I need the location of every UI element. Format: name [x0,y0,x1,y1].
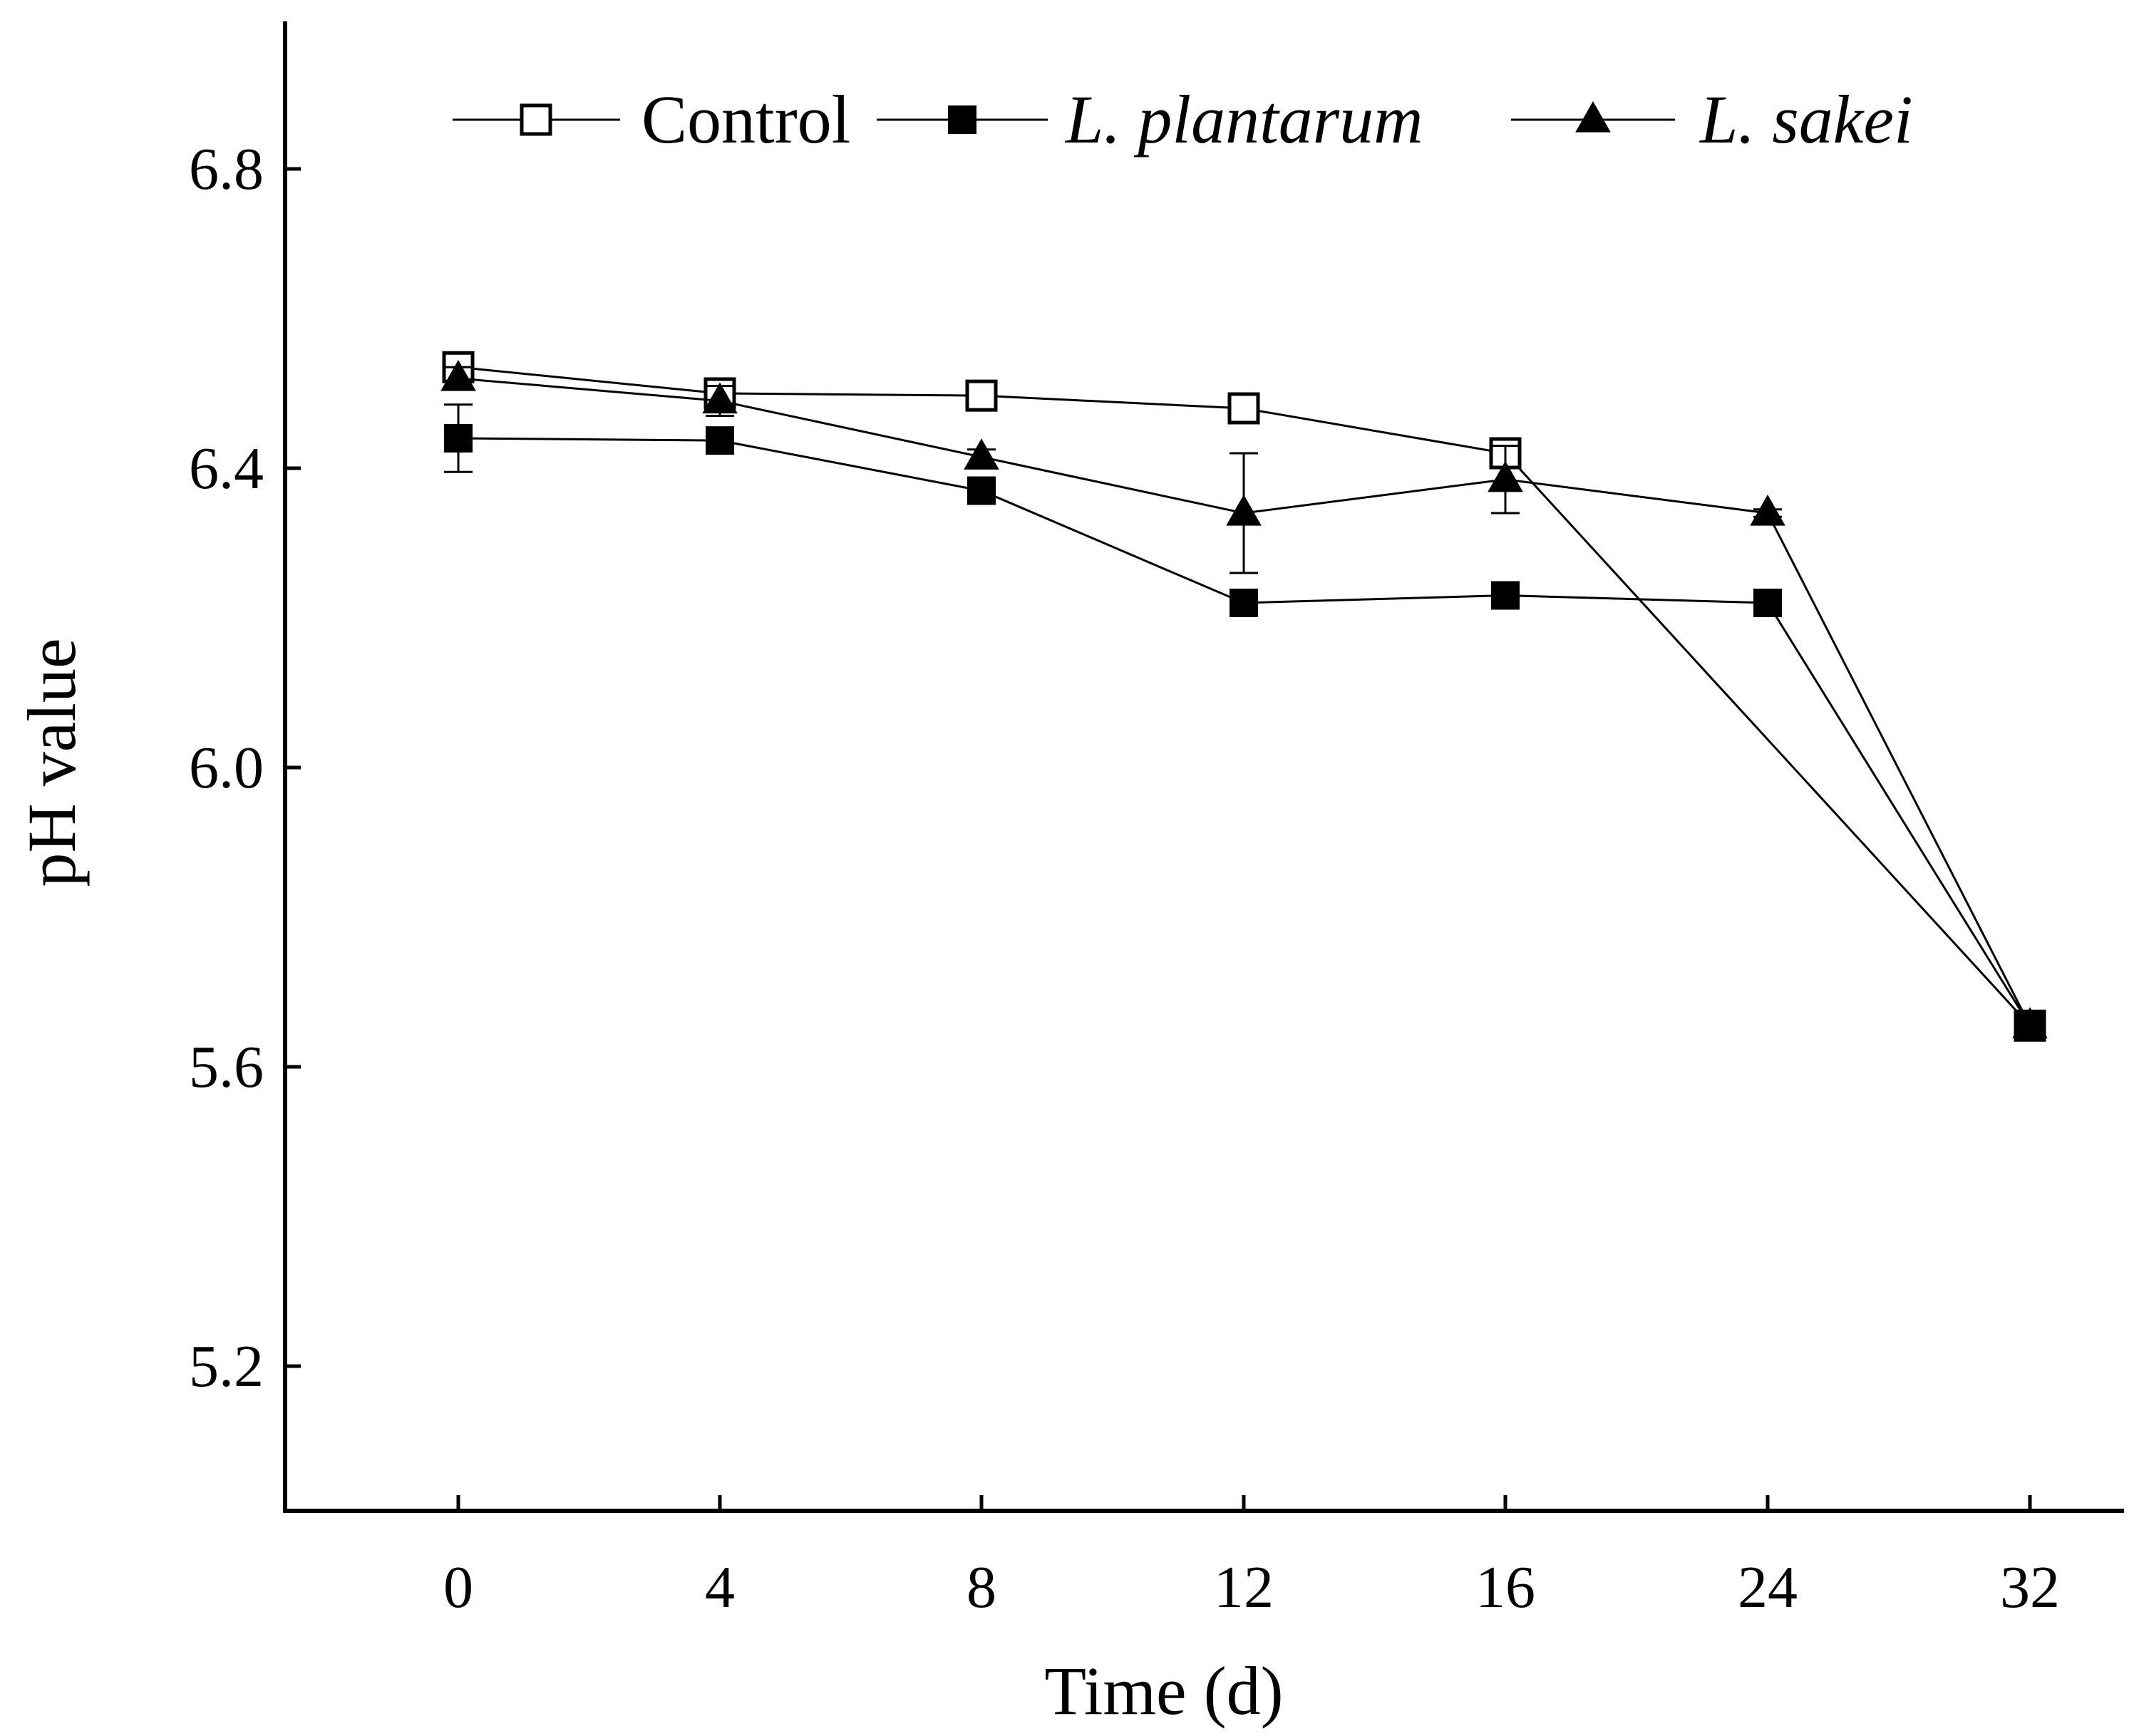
y-tick-label: 5.2 [189,1333,264,1400]
y-tick-label: 6.0 [189,735,264,801]
axes [283,21,2124,1513]
legend-label: L. sakei [1699,81,1913,157]
y-tick-label: 6.4 [189,435,264,502]
x-tick-label: 32 [2000,1554,2060,1621]
legend-item: Control [453,81,850,157]
legend-item: L. plantarum [877,81,1423,157]
data-point [1230,589,1258,617]
data-point [440,359,476,391]
data-point [967,476,996,505]
data-point [444,424,473,453]
data-point [1750,494,1785,526]
legend-marker [1575,100,1611,133]
x-tick-label: 0 [443,1554,473,1621]
series-l-plantarum [444,403,2044,1040]
series-line [458,366,2031,1027]
y-tick-label: 6.8 [189,136,264,202]
legend-label: Control [641,81,850,157]
x-ticks: 0 4 8 12 16 24 32 [443,1495,2060,1621]
data-point [965,379,998,412]
y-axis-title: pH value [14,638,90,887]
y-ticks: 5.2 5.6 6.0 6.4 6.8 [189,136,301,1400]
legend-marker [948,105,976,134]
legend-item: L. sakei [1511,81,1913,157]
x-tick-label: 16 [1475,1554,1535,1621]
data-point [964,438,999,470]
data-point [1488,460,1523,492]
data-point [1227,392,1260,425]
data-point [1226,494,1262,526]
x-tick-label: 4 [705,1554,735,1621]
x-tick-label: 12 [1214,1554,1274,1621]
legend: Control L. plantarum L. sakei [453,81,1913,157]
legend-marker [520,103,552,136]
x-tick-label: 8 [967,1554,996,1621]
data-point [702,382,738,414]
data-point [1491,581,1520,610]
data-point [1753,589,1782,617]
x-axis-title: Time (d) [1044,1653,1283,1729]
legend-label: L. plantarum [1064,81,1423,157]
x-tick-label: 24 [1738,1554,1798,1621]
data-point [2012,1007,2048,1038]
data-point [706,426,734,455]
series-layer [440,351,2048,1042]
series-l-sakei [440,359,2048,1038]
y-tick-label: 5.6 [189,1034,264,1100]
